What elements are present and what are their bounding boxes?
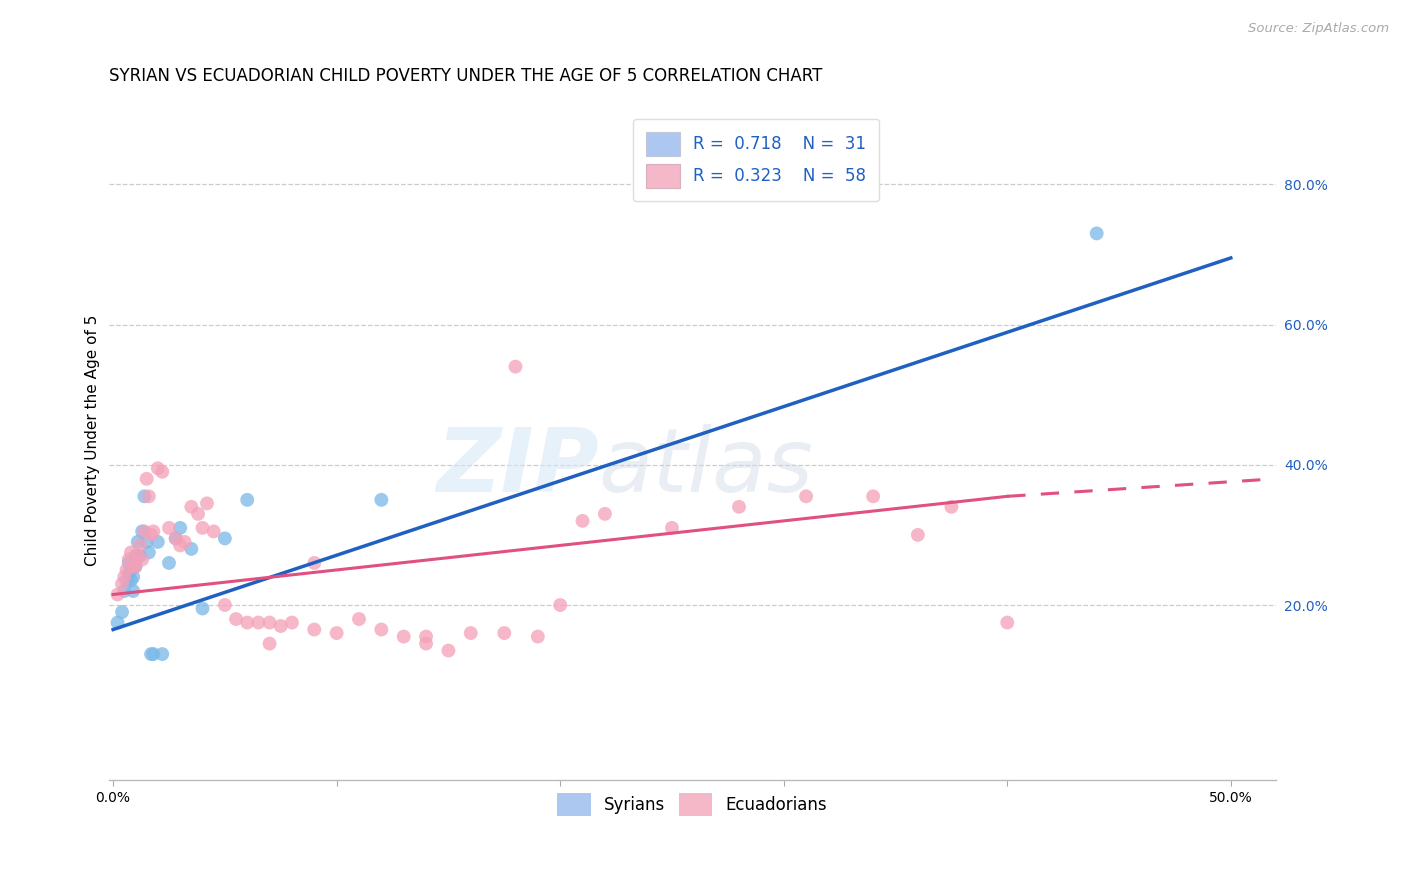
Point [139,528,162,542]
Point [281,615,304,630]
Point [111,605,134,619]
Point [120,574,142,588]
Point [120,563,142,577]
Point [131,552,153,566]
Text: Source: ZipAtlas.com: Source: ZipAtlas.com [1249,22,1389,36]
Point [115,574,138,588]
Point [225,612,247,626]
Point [505,359,527,374]
Point [214,532,236,546]
Point [107,587,129,601]
Point [134,489,156,503]
Point [347,612,370,626]
Point [593,507,616,521]
Point [460,626,482,640]
Point [157,521,180,535]
Point [259,636,281,650]
Point [661,521,683,535]
Point [138,545,160,559]
Point [131,524,153,539]
Point [527,630,550,644]
Point [907,528,929,542]
Point [415,636,437,650]
Point [111,577,134,591]
Point [214,598,236,612]
Point [129,549,152,563]
Point [157,556,180,570]
Point [247,615,270,630]
Point [146,461,169,475]
Point [124,559,146,574]
Point [259,615,281,630]
Point [180,500,202,514]
Point [437,643,460,657]
Point [112,570,135,584]
Point [304,623,326,637]
Point [127,535,149,549]
Point [1085,227,1108,241]
Point [107,615,129,630]
Y-axis label: Child Poverty Under the Age of 5: Child Poverty Under the Age of 5 [86,315,100,566]
Point [150,647,173,661]
Point [146,535,169,549]
Point [270,619,292,633]
Point [728,500,751,514]
Point [165,532,187,546]
Point [118,556,141,570]
Point [120,545,142,559]
Point [180,541,202,556]
Point [122,584,145,599]
Point [370,623,392,637]
Point [548,598,571,612]
Point [139,647,162,661]
Point [129,538,152,552]
Point [134,524,156,539]
Point [862,489,884,503]
Point [794,489,817,503]
Legend: Syrians, Ecuadorians: Syrians, Ecuadorians [551,786,834,823]
Point [415,630,437,644]
Point [118,552,141,566]
Point [325,626,347,640]
Point [304,556,326,570]
Point [142,524,165,539]
Point [135,472,157,486]
Point [135,535,157,549]
Point [494,626,516,640]
Point [571,514,593,528]
Point [392,630,415,644]
Point [118,566,141,581]
Point [236,615,259,630]
Point [202,524,225,539]
Point [122,559,145,574]
Point [165,532,187,546]
Point [370,492,392,507]
Point [142,647,165,661]
Text: ZIP: ZIP [436,424,599,511]
Point [236,492,259,507]
Point [195,496,218,510]
Point [995,615,1018,630]
Point [124,549,146,563]
Point [191,521,214,535]
Point [191,601,214,615]
Point [169,538,191,552]
Point [173,535,195,549]
Point [115,563,138,577]
Point [150,465,173,479]
Point [187,507,209,521]
Point [941,500,963,514]
Point [112,584,135,599]
Text: SYRIAN VS ECUADORIAN CHILD POVERTY UNDER THE AGE OF 5 CORRELATION CHART: SYRIAN VS ECUADORIAN CHILD POVERTY UNDER… [108,67,823,85]
Point [169,521,191,535]
Point [122,570,145,584]
Text: atlas: atlas [599,425,814,510]
Point [127,549,149,563]
Point [124,559,146,574]
Point [138,489,160,503]
